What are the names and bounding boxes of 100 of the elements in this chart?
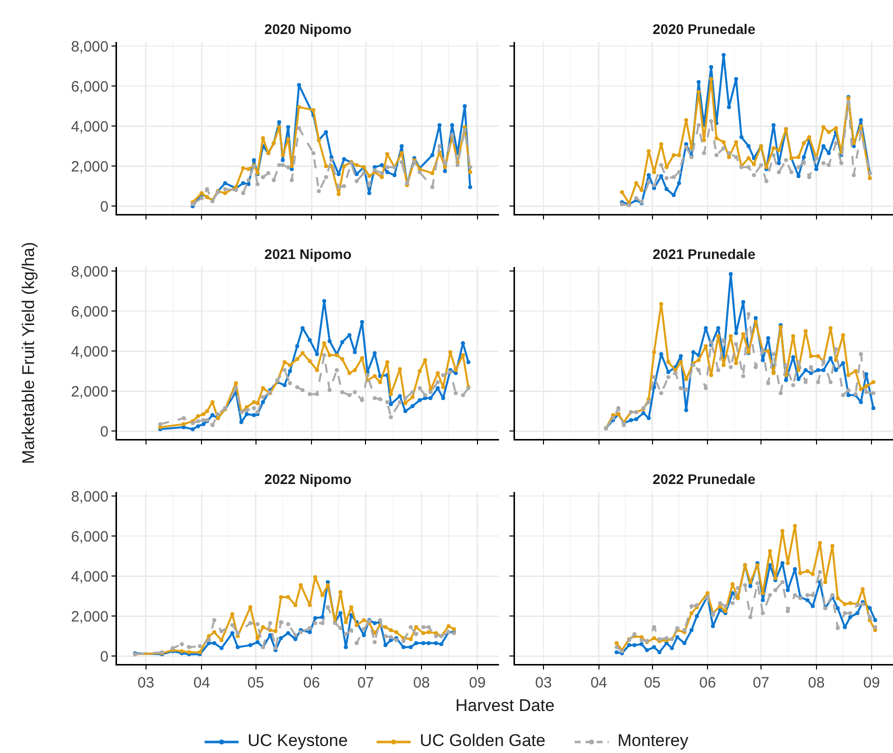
- point: [360, 398, 364, 402]
- point: [246, 178, 251, 182]
- point: [206, 638, 211, 642]
- point: [362, 171, 366, 176]
- point: [365, 373, 370, 378]
- point: [634, 181, 638, 186]
- point: [834, 141, 838, 146]
- point: [722, 53, 726, 58]
- point: [380, 175, 384, 180]
- point: [394, 630, 398, 634]
- chart-title: 2021 Nipomo: [264, 246, 352, 262]
- point: [718, 608, 722, 612]
- point: [810, 572, 815, 576]
- point: [315, 368, 320, 372]
- x-tick-label: 08: [808, 674, 825, 692]
- y-tick-label: 6,000: [70, 528, 108, 546]
- point: [678, 354, 683, 358]
- point: [352, 368, 357, 372]
- point: [746, 144, 751, 148]
- point: [709, 119, 714, 124]
- point: [252, 406, 256, 410]
- point: [830, 544, 834, 548]
- y-tick-label: 0: [100, 423, 108, 440]
- point: [664, 165, 669, 170]
- point: [644, 648, 649, 652]
- point: [792, 567, 797, 572]
- point: [378, 397, 382, 402]
- point: [286, 125, 290, 130]
- point: [784, 158, 788, 162]
- point: [272, 178, 276, 182]
- point: [791, 334, 796, 338]
- point: [408, 645, 413, 650]
- point: [362, 627, 366, 632]
- point: [383, 634, 388, 638]
- point: [828, 326, 833, 330]
- point: [684, 408, 688, 412]
- y-tick-label: 4,000: [70, 343, 108, 360]
- point: [308, 603, 312, 608]
- point: [716, 326, 720, 330]
- point: [741, 300, 746, 304]
- y-tick-label: 2,000: [70, 158, 108, 176]
- point: [780, 529, 784, 534]
- point: [256, 636, 260, 640]
- point: [652, 170, 656, 174]
- point: [728, 272, 733, 276]
- point: [212, 630, 216, 634]
- point: [403, 401, 408, 406]
- point: [776, 161, 781, 166]
- point: [372, 351, 377, 356]
- point: [288, 363, 292, 368]
- point: [300, 388, 305, 392]
- point: [280, 158, 285, 162]
- x-tick-label: 07: [357, 674, 374, 692]
- point: [295, 344, 300, 348]
- point: [646, 180, 651, 184]
- point: [646, 173, 651, 178]
- point: [438, 144, 442, 148]
- point: [223, 181, 228, 186]
- point: [678, 360, 683, 364]
- point: [684, 388, 688, 392]
- point: [678, 386, 683, 390]
- point: [338, 611, 342, 616]
- point: [848, 615, 852, 620]
- point: [805, 598, 810, 602]
- point: [828, 380, 833, 384]
- point: [807, 135, 812, 140]
- point: [347, 371, 352, 376]
- point: [772, 123, 776, 128]
- point: [728, 365, 733, 370]
- point: [362, 618, 366, 622]
- y-tick-label: 2,000: [70, 608, 108, 626]
- point: [201, 418, 206, 422]
- point: [421, 625, 426, 630]
- point: [329, 158, 334, 162]
- point: [187, 645, 192, 650]
- point: [338, 590, 342, 594]
- point: [780, 580, 784, 584]
- point: [871, 391, 876, 396]
- point: [704, 386, 708, 390]
- point: [868, 176, 872, 180]
- point: [454, 368, 458, 372]
- point: [372, 621, 377, 626]
- point: [286, 595, 290, 600]
- point: [403, 409, 408, 414]
- point: [336, 192, 341, 196]
- point: [841, 393, 846, 398]
- point: [873, 618, 878, 622]
- point: [766, 349, 770, 354]
- x-tick-label: 04: [193, 674, 210, 692]
- y-tick-label: 6,000: [70, 78, 108, 96]
- point: [212, 618, 216, 622]
- point: [754, 365, 758, 370]
- y-tick-label: 6,000: [70, 303, 108, 320]
- point: [710, 624, 715, 628]
- point: [659, 391, 664, 396]
- point: [414, 641, 418, 646]
- point: [354, 179, 359, 184]
- y-axis-title: Marketable Fruit Yield (kg/ha): [19, 242, 39, 464]
- point: [252, 400, 256, 404]
- point: [410, 404, 415, 408]
